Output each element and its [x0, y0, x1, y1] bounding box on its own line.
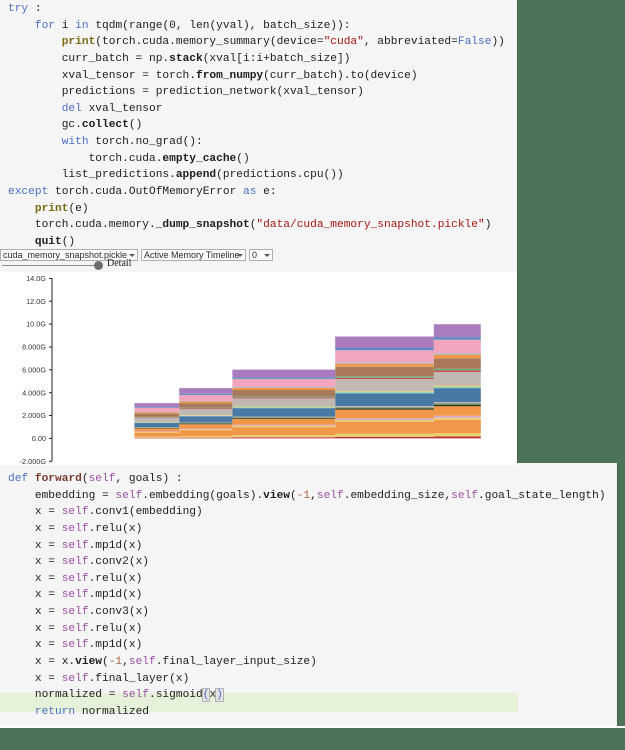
svg-text:12.0G: 12.0G	[26, 297, 46, 306]
svg-text:-2.000G: -2.000G	[20, 457, 47, 465]
svg-text:8.000G: 8.000G	[22, 343, 46, 352]
svg-text:4.000G: 4.000G	[22, 388, 46, 397]
svg-text:10.0G: 10.0G	[26, 320, 46, 329]
svg-text:14.0G: 14.0G	[26, 274, 46, 283]
svg-text:2.000G: 2.000G	[22, 411, 46, 420]
svg-text:0.00: 0.00	[32, 434, 46, 443]
svg-text:6.000G: 6.000G	[22, 365, 46, 374]
